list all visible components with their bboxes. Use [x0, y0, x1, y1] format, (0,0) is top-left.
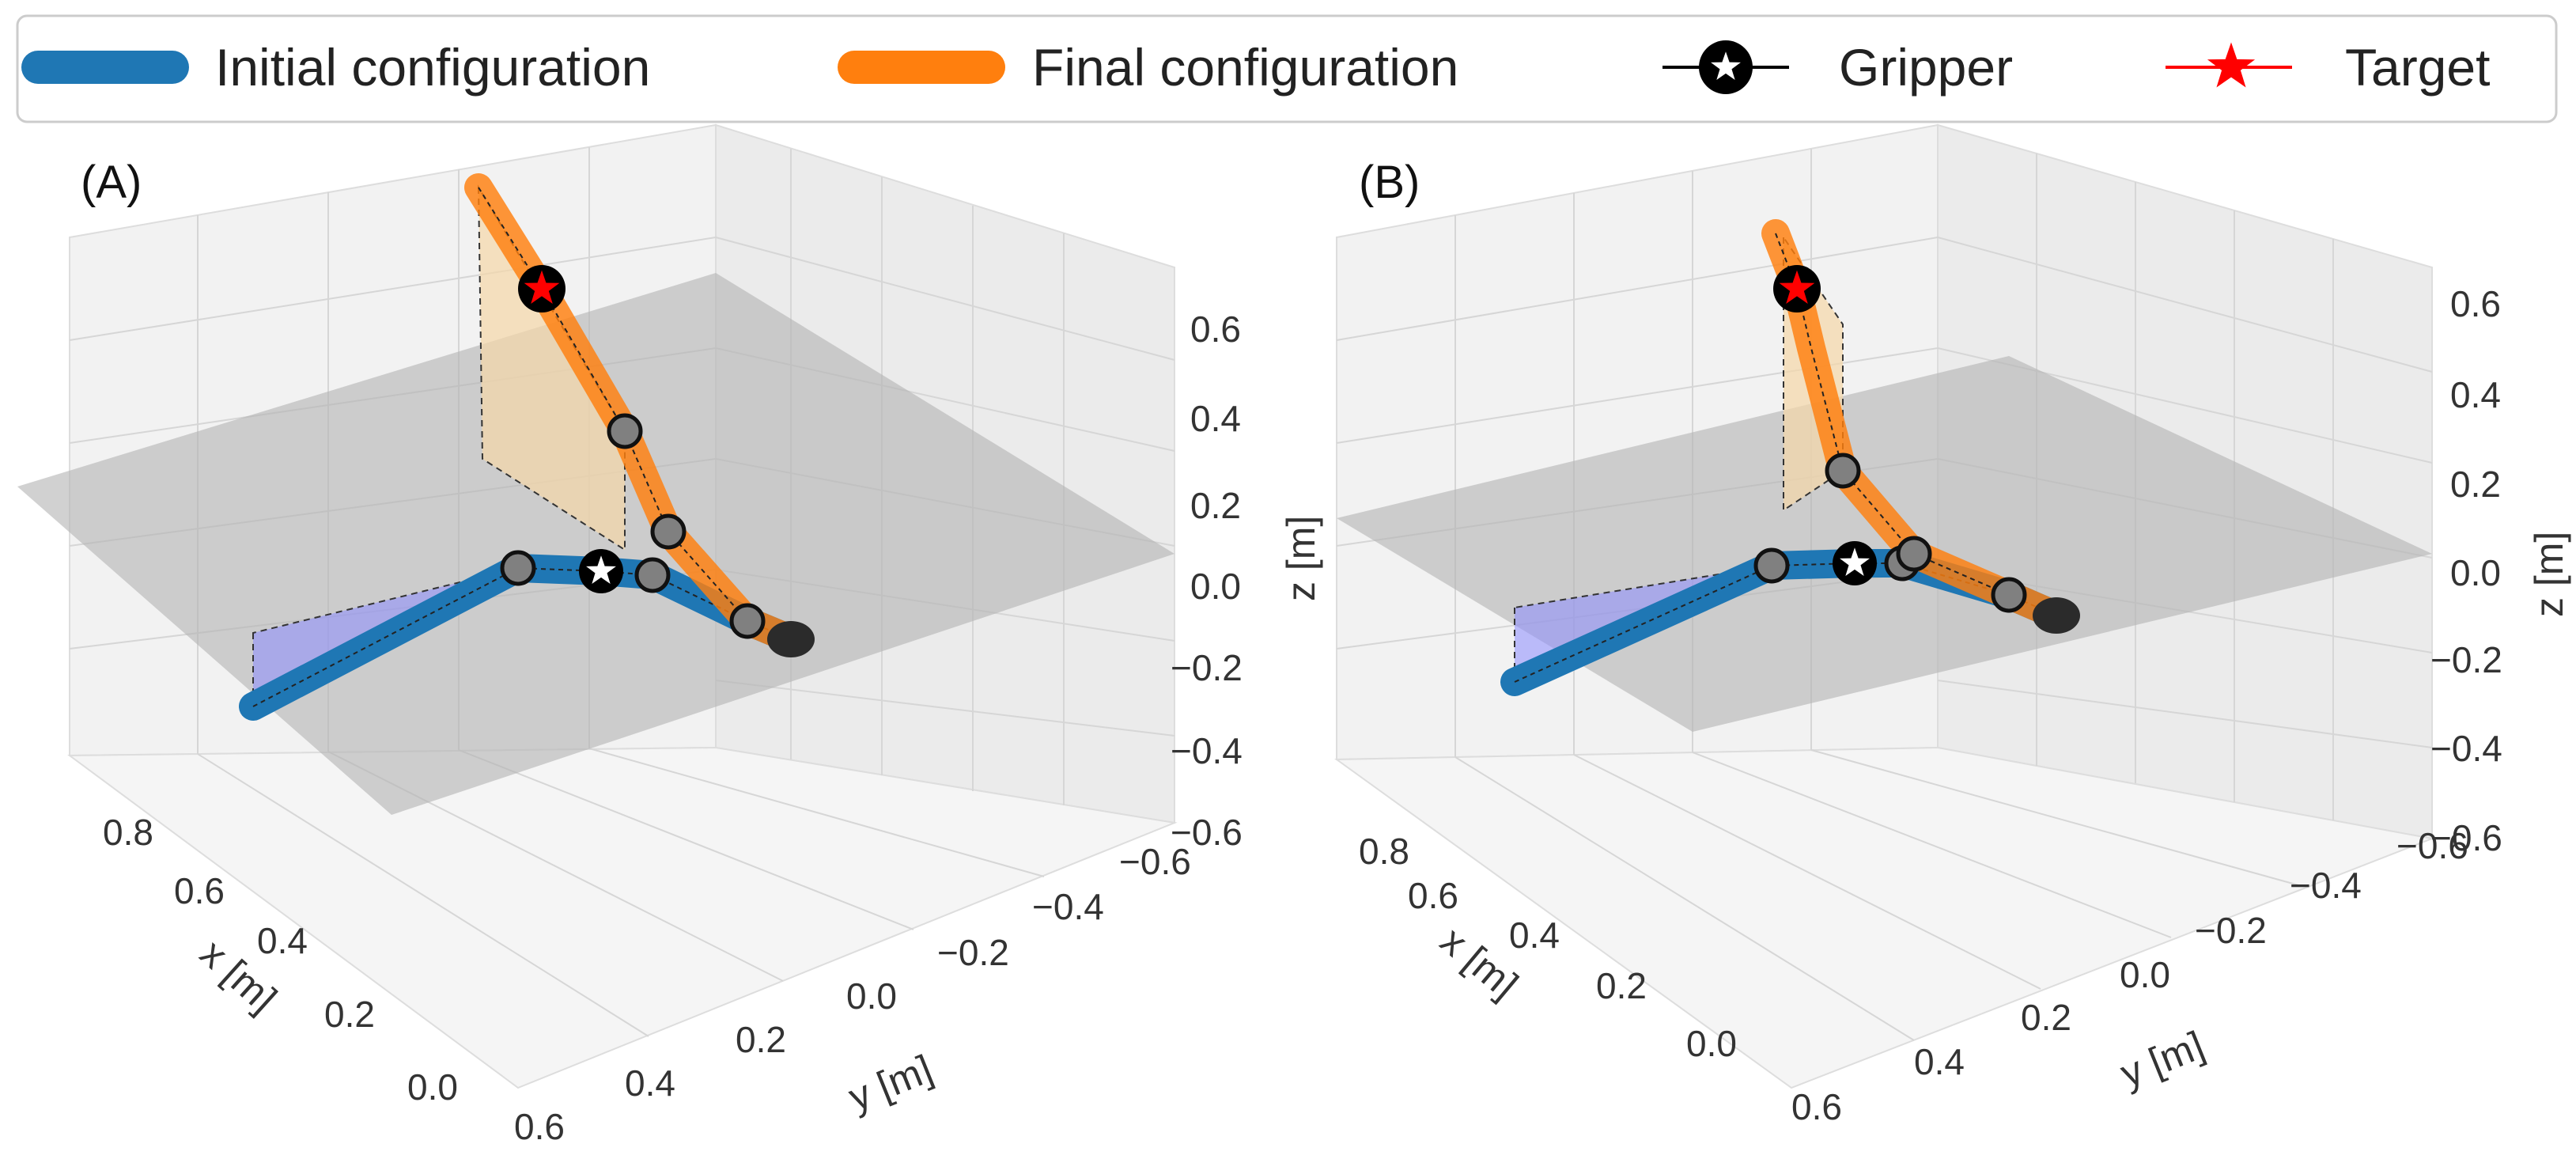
- panel-b-joint: [1753, 547, 1790, 584]
- panel-b-y-tick: 0.0: [2120, 954, 2170, 995]
- panel-a-gripper-marker: [579, 549, 623, 593]
- panel-b-y-tick: −0.4: [2290, 865, 2362, 906]
- panel-a-y-tick: 0.4: [625, 1062, 675, 1104]
- panel-b-x-tick: 0.6: [1408, 875, 1458, 916]
- panel-a-z-tick: −0.6: [1171, 812, 1243, 853]
- legend-frame: [16, 14, 2558, 123]
- panel-b-z-tick: 0.4: [2450, 374, 2501, 415]
- panel-a-z-ticks: 0.6 0.4 0.2 0.0 −0.2 −0.4 −0.6: [1171, 309, 1243, 853]
- panel-a-y-tick: 0.6: [514, 1106, 565, 1147]
- panel-a-y-tick: −0.6: [1119, 841, 1191, 882]
- panel-b-joint: [1896, 536, 1932, 572]
- panel-b-x-tick: 0.0: [1686, 1023, 1737, 1064]
- panel-b-y-ticks: 0.6 0.4 0.2 0.0 −0.2 −0.4 −0.6: [1791, 825, 2468, 1127]
- panel-a-end-effector: [767, 621, 815, 657]
- panel-a-joint: [607, 413, 643, 449]
- panel-b-end-effector: [2033, 597, 2080, 634]
- legend-target-label: Target: [2345, 38, 2490, 97]
- panel-a-y-label: y [m]: [842, 1047, 938, 1120]
- panel-a-x-tick: 0.2: [324, 994, 375, 1035]
- legend-initial-label: Initial configuration: [215, 38, 650, 97]
- panel-a-y-tick: 0.2: [736, 1019, 786, 1060]
- panel-b-z-ticks: 0.6 0.4 0.2 0.0 −0.2 −0.4 −0.6: [2430, 283, 2502, 858]
- panel-a-joint: [650, 513, 687, 550]
- panel-a-z-tick: 0.4: [1190, 398, 1241, 439]
- panel-a-joint: [729, 603, 766, 639]
- panel-b-z-tick: 0.6: [2450, 283, 2501, 324]
- panel-b-x-tick: 0.8: [1359, 831, 1409, 872]
- panel-a-label: (A): [81, 157, 142, 208]
- panel-b-y-tick: 0.2: [2021, 997, 2071, 1038]
- panel-a-z-tick: −0.4: [1171, 730, 1243, 771]
- panel-a-joint: [634, 557, 671, 593]
- panel-a-z-label: z [m]: [1279, 516, 1323, 601]
- panel-a-x-tick: 0.4: [257, 920, 308, 961]
- panel-a-z-tick: 0.2: [1190, 485, 1241, 526]
- panel-b-y-tick: −0.2: [2195, 910, 2267, 951]
- panel-b-z-tick: 0.0: [2450, 552, 2501, 593]
- panel-b-x-ticks: 0.0 0.2 0.4 0.6 0.8: [1359, 831, 1737, 1064]
- panel-b-z-tick: −0.6: [2430, 817, 2502, 858]
- panel-b-target-marker: [1773, 265, 1821, 312]
- panel-a-z-tick: −0.2: [1171, 647, 1243, 688]
- panel-b-y-label: y [m]: [2114, 1023, 2210, 1097]
- panel-a: (A): [17, 123, 1323, 1147]
- panel-a-x-ticks: 0.0 0.2 0.4 0.6 0.8: [103, 812, 458, 1108]
- panel-b-z-tick: −0.4: [2430, 728, 2502, 769]
- panel-b-joint: [1825, 453, 1861, 489]
- panel-b-z-tick: 0.2: [2450, 464, 2501, 505]
- legend: Initial configuration Final configuratio…: [16, 14, 2558, 123]
- panel-a-y-tick: −0.4: [1032, 886, 1104, 927]
- panel-a-z-tick: 0.0: [1190, 566, 1241, 607]
- panel-b-x-tick: 0.2: [1596, 965, 1647, 1006]
- panel-b-z-label: z [m]: [2527, 532, 2571, 617]
- panel-a-y-ticks: 0.6 0.4 0.2 0.0 −0.2 −0.4 −0.6: [514, 841, 1191, 1147]
- panel-a-z-tick: 0.6: [1190, 309, 1241, 350]
- panel-b: (B): [1333, 123, 2571, 1127]
- panel-b-gripper-marker: [1833, 541, 1877, 585]
- panel-b-joints: [1753, 453, 2027, 613]
- legend-target-marker: [2166, 42, 2292, 88]
- legend-gripper-marker: [1662, 40, 1789, 94]
- panel-b-z-tick: −0.2: [2430, 639, 2502, 680]
- panel-a-y-tick: −0.2: [937, 932, 1009, 973]
- panel-a-joint: [500, 550, 536, 586]
- legend-gripper-label: Gripper: [1839, 38, 2013, 97]
- panel-b-y-tick: 0.4: [1914, 1041, 1965, 1082]
- panel-b-x-tick: 0.4: [1509, 915, 1560, 956]
- panel-b-y-tick: 0.6: [1791, 1086, 1842, 1127]
- panel-a-y-tick: 0.0: [846, 975, 897, 1017]
- panel-a-x-tick: 0.0: [407, 1066, 458, 1108]
- panel-a-joints: [500, 413, 766, 639]
- panel-b-y-tick: −0.6: [2396, 825, 2468, 866]
- panel-a-x-tick: 0.8: [103, 812, 153, 853]
- panel-b-joint: [1991, 577, 2027, 613]
- panel-b-label: (B): [1359, 157, 1420, 208]
- legend-final-label: Final configuration: [1032, 38, 1458, 97]
- panel-a-target-marker: [518, 265, 566, 312]
- panel-a-x-tick: 0.6: [174, 870, 225, 911]
